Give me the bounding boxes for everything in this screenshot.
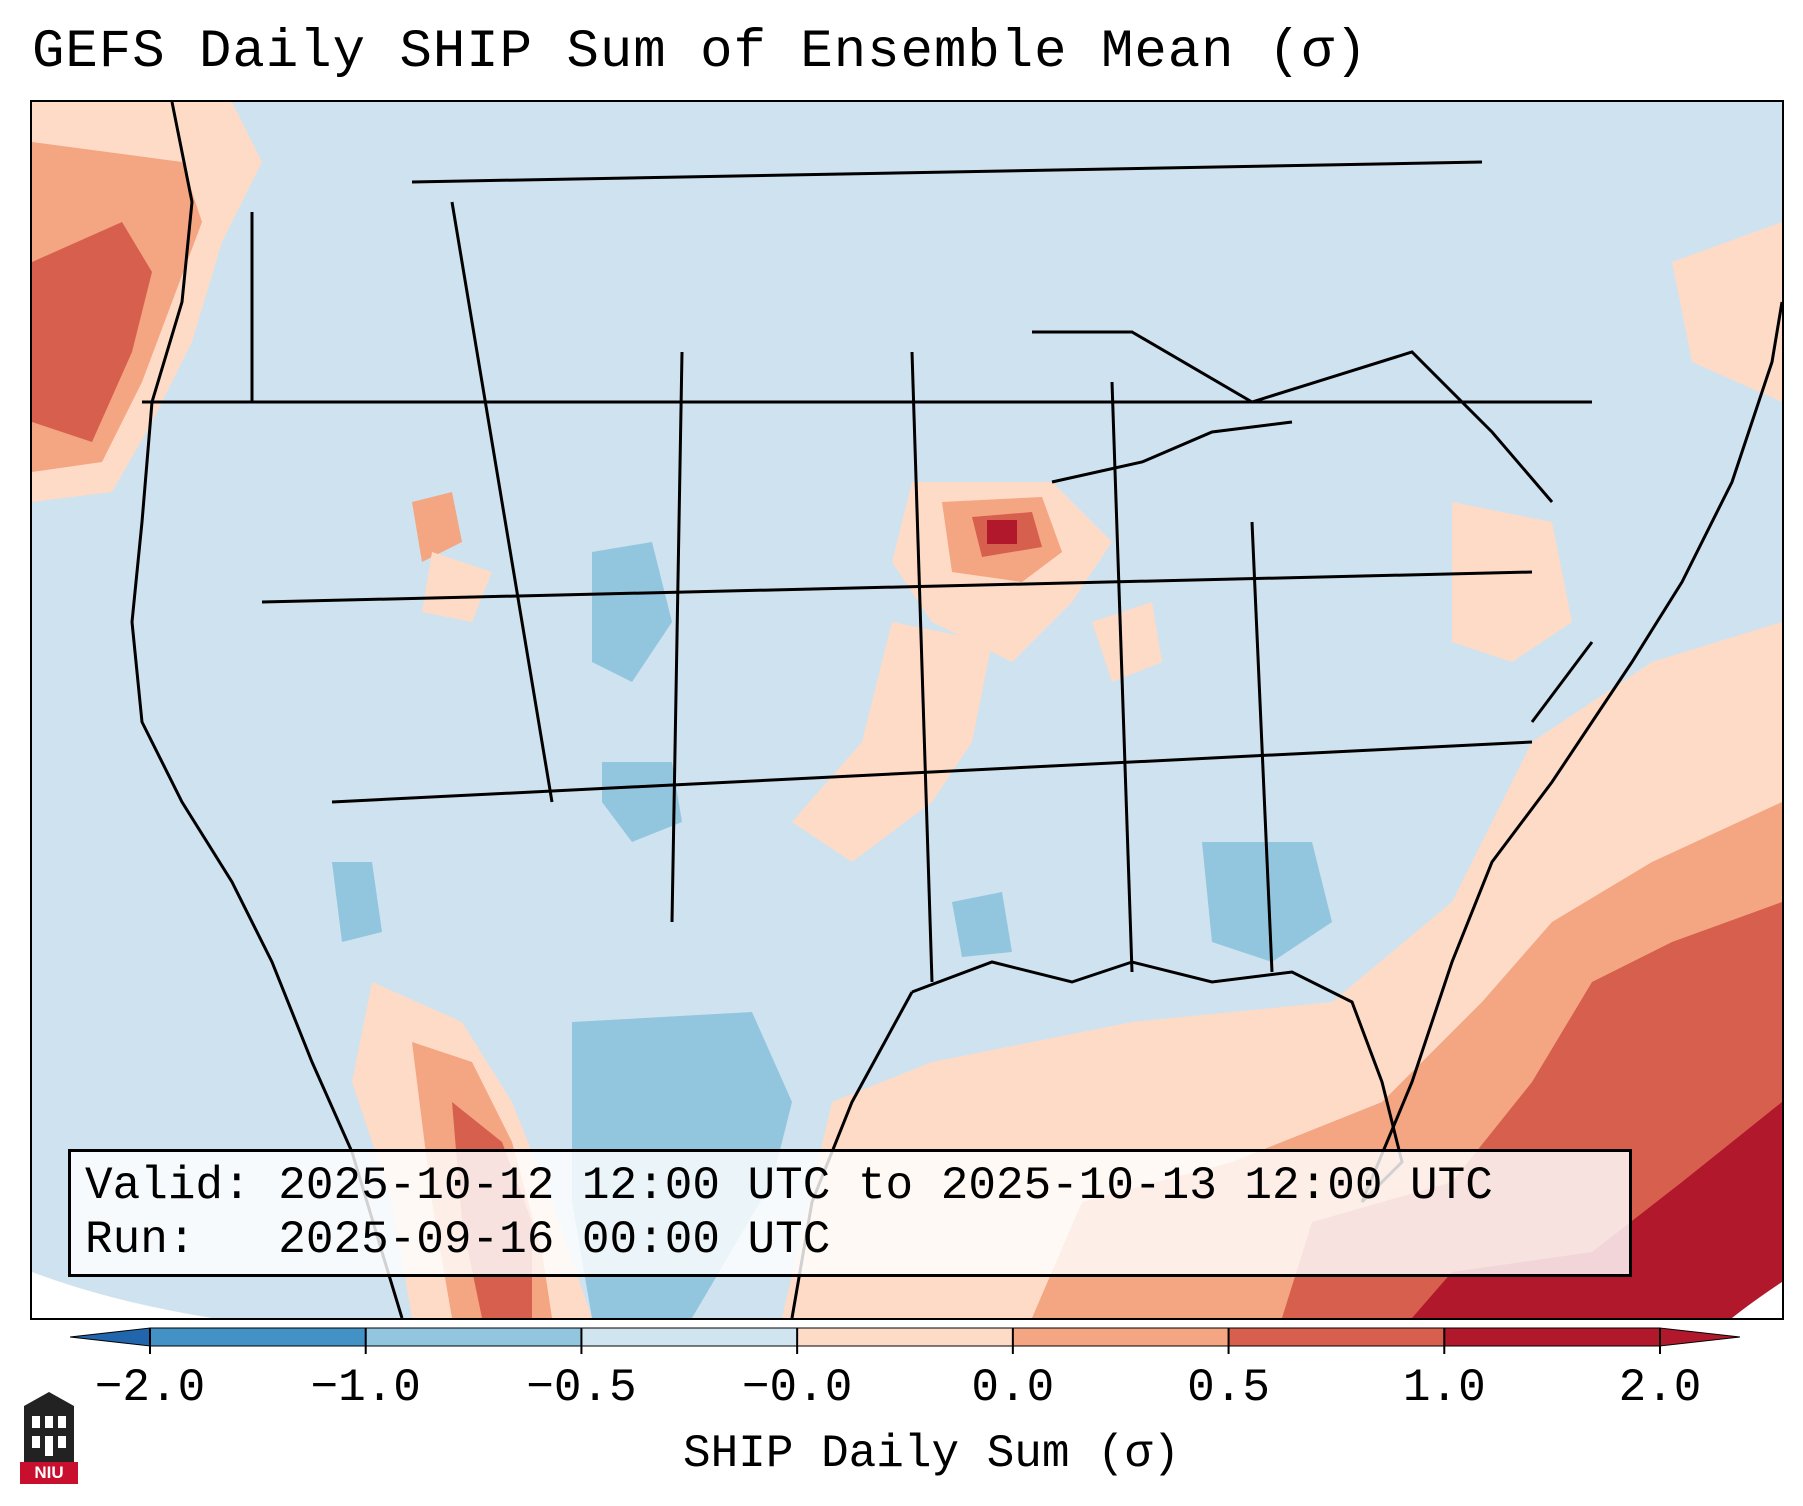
run-label: Run: xyxy=(85,1214,196,1266)
colorbar-tick-label: −0.0 xyxy=(741,1362,853,1414)
niu-logo: NIU xyxy=(20,1392,78,1484)
colorbar-segment xyxy=(581,1328,798,1346)
run-value: 2025-09-16 00:00 UTC xyxy=(278,1214,831,1266)
valid-value: 2025-10-12 12:00 UTC to 2025-10-13 12:00… xyxy=(278,1160,1493,1212)
colorbar-label: SHIP Daily Sum (σ) xyxy=(683,1428,1180,1480)
colorbar-tick-label: −0.5 xyxy=(526,1362,637,1414)
anomaly-plains xyxy=(412,492,1162,862)
valid-label: Valid: xyxy=(85,1160,251,1212)
colorbar xyxy=(70,1327,1740,1354)
colorbar-tick-label: 0.0 xyxy=(971,1362,1055,1414)
map-edge-right xyxy=(1732,1282,1782,1318)
colorbar-segment xyxy=(797,1328,1013,1346)
coastlines-and-borders xyxy=(130,102,1782,1318)
map-panel: Valid: 2025-10-12 12:00 UTC to 2025-10-1… xyxy=(30,100,1784,1320)
chart-title: GEFS Daily SHIP Sum of Ensemble Mean (σ) xyxy=(32,22,1369,83)
map-edge xyxy=(32,1272,212,1318)
valid-line: Valid: 2025-10-12 12:00 UTC to 2025-10-1… xyxy=(85,1160,1493,1212)
anomaly-pacific-northwest xyxy=(32,102,262,502)
colorbar-segment xyxy=(365,1328,582,1346)
colorbar-extend-high xyxy=(1659,1327,1740,1347)
run-line: Run: 2025-09-16 00:00 UTC xyxy=(85,1214,830,1266)
info-box: Valid: 2025-10-12 12:00 UTC to 2025-10-1… xyxy=(68,1149,1632,1277)
anomaly-iowa xyxy=(892,482,1112,662)
colorbar-segment xyxy=(150,1328,366,1346)
colorbar-tick-label: 0.5 xyxy=(1187,1362,1270,1414)
colorbar-extend-low xyxy=(70,1327,151,1347)
colorbar-tick-label: −2.0 xyxy=(94,1362,206,1414)
colorbar-segment xyxy=(1444,1328,1660,1346)
colorbar-tick-label: −1.0 xyxy=(310,1362,421,1414)
colorbar-tick-label: 2.0 xyxy=(1618,1362,1702,1414)
map-canvas xyxy=(32,102,1782,1318)
colorbar-tick-label: 1.0 xyxy=(1402,1362,1486,1414)
building-icon xyxy=(24,1392,74,1462)
logo-text: NIU xyxy=(20,1462,78,1484)
colorbar-segment xyxy=(1012,1328,1229,1346)
colorbar-segment xyxy=(1228,1328,1445,1346)
